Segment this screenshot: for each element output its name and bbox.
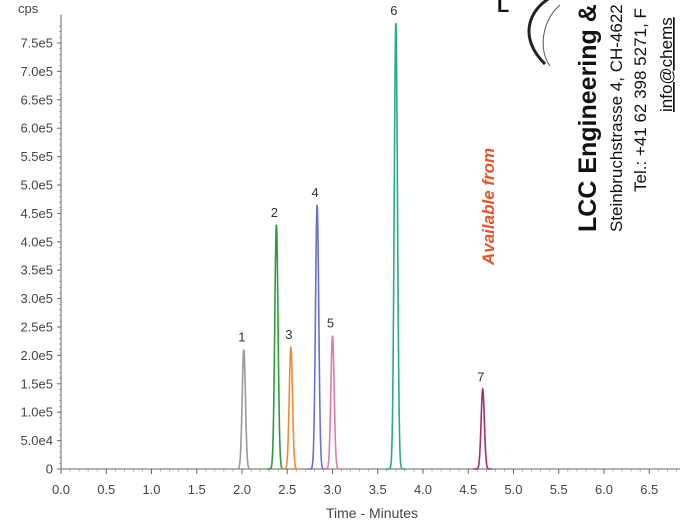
y-tick-label: 1.0e5 bbox=[20, 405, 53, 420]
y-tick-label: 7.5e5 bbox=[20, 36, 53, 51]
peak-5 bbox=[322, 335, 343, 470]
peak-label-3: 3 bbox=[285, 327, 292, 342]
peak-label-7: 7 bbox=[477, 369, 484, 384]
peak-label-4: 4 bbox=[311, 185, 318, 200]
y-axis: 0 5.0e4 1.0e5 1.5e5 2.0e5 2.5e5 3.0e5 3.5e5 4.0e… bbox=[20, 14, 62, 477]
x-tick-label: 3.0 bbox=[323, 482, 341, 497]
peak-label-2: 2 bbox=[271, 205, 278, 220]
y-tick-label: 0 bbox=[46, 462, 53, 477]
x-tick-label: 3.5 bbox=[369, 482, 387, 497]
y-tick-label: 2.5e5 bbox=[20, 320, 53, 335]
x-axis: 0.0 0.5 1.0 1.5 2.0 2.5 3.0 3.5 4.0 4.5 5.0 5.5 6.0 6… bbox=[52, 468, 680, 497]
peak-1 bbox=[234, 349, 254, 470]
y-tick-label: 5.5e5 bbox=[20, 149, 53, 164]
x-tick-label: 2.0 bbox=[233, 482, 251, 497]
x-tick-label: 1.5 bbox=[188, 482, 206, 497]
x-tick-label: 0.0 bbox=[52, 482, 70, 497]
y-tick-label: 3.5e5 bbox=[20, 263, 53, 278]
peak-label-5: 5 bbox=[327, 316, 334, 331]
logo-letter: L bbox=[497, 0, 509, 17]
x-tick-label: 4.0 bbox=[414, 482, 432, 497]
y-tick-label: 5.0e5 bbox=[20, 178, 53, 193]
y-tick-label: 5.0e4 bbox=[20, 433, 53, 448]
company-logo: L bbox=[497, 0, 561, 67]
peak-4 bbox=[307, 204, 327, 470]
y-tick-label: 6.0e5 bbox=[20, 121, 53, 136]
y-tick-label: 3.0e5 bbox=[20, 291, 53, 306]
x-tick-label: 5.5 bbox=[550, 482, 568, 497]
y-tick-label: 7.0e5 bbox=[20, 64, 53, 79]
company-name: LCC Engineering & bbox=[574, 4, 602, 232]
x-tick-label: 5.0 bbox=[504, 482, 522, 497]
y-tick-label: 4.5e5 bbox=[20, 206, 53, 221]
peak-6 bbox=[386, 23, 406, 470]
x-tick-label: 1.0 bbox=[142, 482, 160, 497]
peak-2 bbox=[266, 224, 287, 470]
x-tick-label: 0.5 bbox=[97, 482, 115, 497]
peak-labels: 1 2 3 4 5 6 7 bbox=[238, 3, 484, 384]
x-tick-label: 2.5 bbox=[278, 482, 296, 497]
peak-label-1: 1 bbox=[238, 330, 245, 345]
y-tick-label: 6.5e5 bbox=[20, 92, 53, 107]
peak-label-6: 6 bbox=[390, 3, 397, 18]
y-axis-title: cps bbox=[18, 1, 39, 16]
x-tick-label: 6.0 bbox=[595, 482, 613, 497]
y-tick-label: 4.0e5 bbox=[20, 234, 53, 249]
y-tick-label: 2.0e5 bbox=[20, 348, 53, 363]
available-from-text: Available from bbox=[479, 148, 498, 266]
x-tick-label: 6.5 bbox=[640, 482, 658, 497]
company-email: info@chems bbox=[657, 17, 676, 112]
x-axis-title: Time - Minutes bbox=[326, 505, 418, 521]
peak-traces bbox=[234, 23, 493, 470]
x-tick-label: 4.5 bbox=[459, 482, 477, 497]
peak-3 bbox=[281, 346, 301, 470]
y-tick-label: 1.5e5 bbox=[20, 376, 53, 391]
peak-7 bbox=[472, 386, 493, 470]
company-address: Steinbruchstrasse 4, CH-4622 bbox=[607, 4, 626, 232]
company-phone: Tel.: +41 62 398 5271, F bbox=[631, 8, 650, 192]
